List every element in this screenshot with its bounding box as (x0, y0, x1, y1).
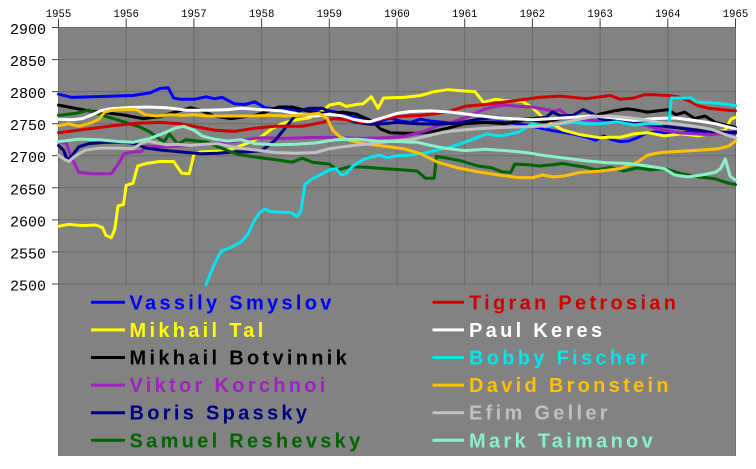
svg-text:1957: 1957 (181, 9, 206, 21)
svg-text:2750: 2750 (10, 118, 46, 135)
svg-text:2500: 2500 (10, 279, 46, 296)
svg-text:2550: 2550 (10, 246, 46, 263)
svg-text:Mikhail Botvinnik: Mikhail Botvinnik (130, 348, 351, 370)
svg-text:1965: 1965 (723, 9, 748, 21)
svg-text:2800: 2800 (10, 86, 46, 103)
svg-text:Efim Geller: Efim Geller (469, 403, 611, 425)
svg-text:Boris Spassky: Boris Spassky (130, 403, 311, 425)
svg-text:1958: 1958 (249, 9, 274, 21)
svg-text:Viktor Korchnoi: Viktor Korchnoi (130, 375, 329, 397)
svg-text:1955: 1955 (46, 9, 71, 21)
svg-text:Mikhail Tal: Mikhail Tal (130, 320, 267, 342)
svg-text:1959: 1959 (317, 9, 342, 21)
svg-text:2850: 2850 (10, 54, 46, 71)
svg-text:1960: 1960 (384, 9, 409, 21)
svg-text:1956: 1956 (113, 9, 138, 21)
svg-text:1963: 1963 (587, 9, 612, 21)
svg-text:Tigran Petrosian: Tigran Petrosian (469, 292, 679, 314)
svg-text:David Bronstein: David Bronstein (469, 375, 672, 397)
svg-text:1962: 1962 (520, 9, 545, 21)
svg-text:1964: 1964 (655, 9, 680, 21)
svg-text:1961: 1961 (452, 9, 477, 21)
svg-text:Vassily Smyslov: Vassily Smyslov (130, 292, 335, 314)
svg-text:2700: 2700 (10, 150, 46, 167)
svg-text:Paul Keres: Paul Keres (469, 320, 605, 342)
svg-text:Bobby Fischer: Bobby Fischer (469, 348, 651, 370)
svg-text:2650: 2650 (10, 182, 46, 199)
svg-text:Samuel Reshevsky: Samuel Reshevsky (130, 430, 364, 452)
svg-text:2600: 2600 (10, 214, 46, 231)
svg-text:2900: 2900 (10, 22, 46, 39)
svg-text:Mark Taimanov: Mark Taimanov (469, 430, 656, 452)
